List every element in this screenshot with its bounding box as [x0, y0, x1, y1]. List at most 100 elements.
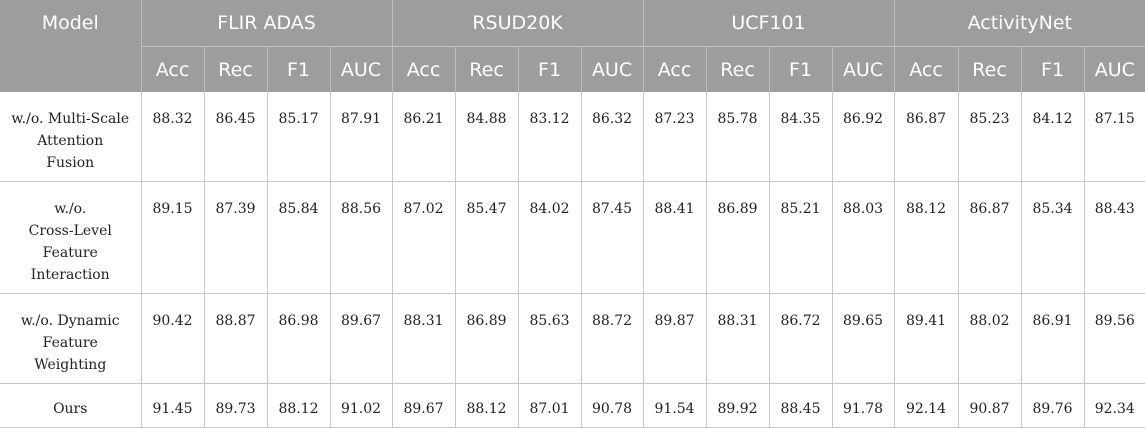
metric-value-cell: 87.23 [643, 92, 707, 182]
metric-value-cell: 87.15 [1084, 92, 1145, 182]
metric-header-f1: F1 [1021, 46, 1085, 92]
metric-value-cell: 84.02 [518, 181, 582, 294]
metric-value-cell: 84.35 [769, 92, 833, 182]
row-label: w./o. Dynamic Feature Weighting [0, 293, 142, 384]
metric-value-cell: 88.31 [392, 293, 456, 384]
metric-header-f1: F1 [518, 46, 582, 92]
metric-value-cell: 89.76 [1021, 383, 1085, 428]
metric-value-cell: 83.12 [518, 92, 582, 182]
metric-value-cell: 91.54 [643, 383, 707, 428]
table-header: Model FLIR ADAS RSUD20K UCF101 ActivityN… [0, 0, 1145, 92]
metric-value-cell: 85.34 [1021, 181, 1085, 294]
metric-value-cell: 87.01 [518, 383, 582, 428]
metric-value-cell: 88.32 [141, 92, 205, 182]
metric-header-acc: Acc [643, 46, 707, 92]
metric-value-cell: 90.78 [581, 383, 644, 428]
row-label-line: Cross-Level [28, 223, 112, 239]
dataset-header-activitynet: ActivityNet [894, 0, 1145, 47]
metric-value-cell: 89.67 [392, 383, 456, 428]
metric-value-cell: 91.45 [141, 383, 205, 428]
metric-value-cell: 88.12 [267, 383, 331, 428]
metric-header-acc: Acc [141, 46, 205, 92]
metric-value-cell: 85.47 [455, 181, 519, 294]
metric-value-cell: 89.92 [706, 383, 770, 428]
metric-value-cell: 88.87 [204, 293, 268, 384]
metric-value-cell: 89.41 [894, 293, 959, 384]
metric-value-cell: 88.12 [894, 181, 959, 294]
model-column-header: Model [0, 0, 142, 47]
row-label-line: w./o. Multi-Scale [11, 111, 130, 127]
metric-value-cell: 91.02 [330, 383, 393, 428]
metric-value-cell: 90.87 [958, 383, 1022, 428]
row-label: w./o. Multi-Scale Attention Fusion [0, 92, 142, 182]
metric-value-cell: 84.88 [455, 92, 519, 182]
metric-header-acc: Acc [894, 46, 959, 92]
table-row: w./o. Dynamic Feature Weighting 90.42 88.87 8… [0, 293, 1145, 384]
metric-value-cell: 87.02 [392, 181, 456, 294]
metric-value-cell: 89.67 [330, 293, 393, 384]
metric-header-f1: F1 [769, 46, 833, 92]
metric-value-cell: 87.91 [330, 92, 393, 182]
metric-value-cell: 90.42 [141, 293, 205, 384]
table-row: w./o. Cross-Level Feature Interaction 89.15 8… [0, 181, 1145, 294]
metric-value-cell: 89.15 [141, 181, 205, 294]
table-row: Ours 91.45 89.73 88.12 91.02 89.67 88.12 87.01 9… [0, 383, 1145, 428]
metric-header-rec: Rec [455, 46, 519, 92]
header-row-datasets: Model FLIR ADAS RSUD20K UCF101 ActivityN… [0, 0, 1145, 47]
metric-value-cell: 86.87 [958, 181, 1022, 294]
metric-value-cell: 85.17 [267, 92, 331, 182]
row-label-line: Fusion [46, 155, 95, 171]
metric-value-cell: 85.84 [267, 181, 331, 294]
metric-value-cell: 86.89 [706, 181, 770, 294]
metric-value-cell: 86.21 [392, 92, 456, 182]
metric-value-cell: 88.02 [958, 293, 1022, 384]
metric-header-auc: AUC [330, 46, 393, 92]
header-row-metrics: Acc Rec F1 AUC Acc Rec F1 AUC Acc Rec F1 AUC Acc Rec F… [0, 46, 1145, 92]
model-column-header-spacer [0, 46, 142, 92]
metric-value-cell: 88.43 [1084, 181, 1145, 294]
row-label-line: Feature [42, 335, 98, 351]
metric-value-cell: 89.87 [643, 293, 707, 384]
metric-header-auc: AUC [832, 46, 895, 92]
row-label-line: Feature [42, 245, 98, 261]
metric-value-cell: 88.72 [581, 293, 644, 384]
dataset-header-rsud20k: RSUD20K [392, 0, 644, 47]
metric-value-cell: 88.03 [832, 181, 895, 294]
metric-value-cell: 91.78 [832, 383, 895, 428]
metric-header-rec: Rec [958, 46, 1022, 92]
row-label-line: w./o. Dynamic [20, 313, 120, 329]
metric-value-cell: 86.87 [894, 92, 959, 182]
table-body: w./o. Multi-Scale Attention Fusion 88.32 86.… [0, 92, 1145, 428]
row-label-line: w./o. [54, 201, 87, 217]
metric-header-rec: Rec [706, 46, 770, 92]
metric-value-cell: 85.23 [958, 92, 1022, 182]
metric-value-cell: 87.45 [581, 181, 644, 294]
metric-header-auc: AUC [581, 46, 644, 92]
metric-value-cell: 86.45 [204, 92, 268, 182]
row-label-line: Attention [37, 133, 104, 149]
dataset-header-ucf101: UCF101 [643, 0, 895, 47]
metric-value-cell: 86.98 [267, 293, 331, 384]
row-label-line: Interaction [30, 267, 110, 283]
metric-value-cell: 85.63 [518, 293, 582, 384]
metric-value-cell: 88.41 [643, 181, 707, 294]
metric-value-cell: 88.45 [769, 383, 833, 428]
metric-value-cell: 88.31 [706, 293, 770, 384]
metric-header-rec: Rec [204, 46, 268, 92]
table-row: w./o. Multi-Scale Attention Fusion 88.32 86.… [0, 92, 1145, 182]
metric-value-cell: 89.73 [204, 383, 268, 428]
metric-value-cell: 85.21 [769, 181, 833, 294]
metric-value-cell: 89.65 [832, 293, 895, 384]
metric-value-cell: 85.78 [706, 92, 770, 182]
metric-header-acc: Acc [392, 46, 456, 92]
metric-header-f1: F1 [267, 46, 331, 92]
metric-value-cell: 86.89 [455, 293, 519, 384]
metric-value-cell: 92.14 [894, 383, 959, 428]
metric-value-cell: 88.56 [330, 181, 393, 294]
row-label: Ours [0, 383, 142, 428]
metric-value-cell: 84.12 [1021, 92, 1085, 182]
row-label-line: Ours [53, 401, 88, 417]
metric-value-cell: 87.39 [204, 181, 268, 294]
row-label: w./o. Cross-Level Feature Interaction [0, 181, 142, 294]
